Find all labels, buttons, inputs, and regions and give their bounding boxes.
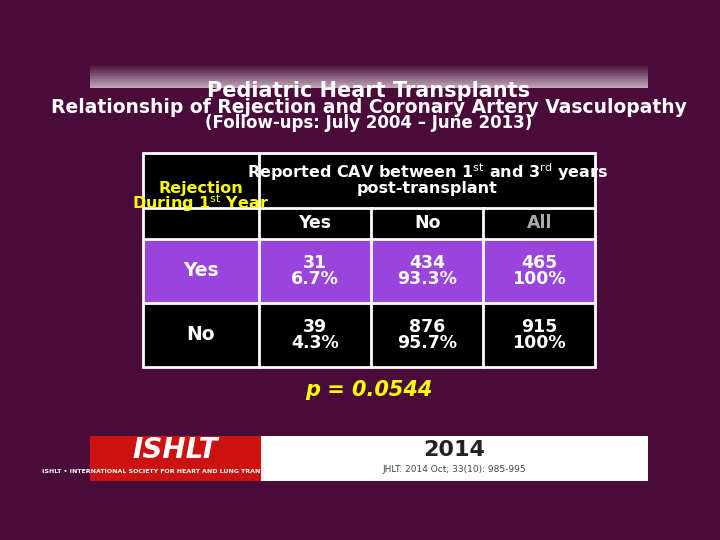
Bar (90, 85, 648, 86)
Bar (90, 83, 648, 84)
Bar (90, 80, 648, 81)
Text: 434: 434 (409, 254, 445, 272)
Text: 93.3%: 93.3% (397, 270, 457, 288)
Bar (90, 436, 261, 481)
Text: Relationship of Rejection and Coronary Artery Vasculopathy: Relationship of Rejection and Coronary A… (51, 98, 687, 117)
Bar (143, 239, 595, 303)
Bar (90, 75, 648, 76)
Bar (90, 71, 648, 72)
Bar (143, 153, 595, 239)
Bar (90, 81, 648, 82)
Text: 95.7%: 95.7% (397, 334, 457, 352)
Text: 465: 465 (521, 254, 557, 272)
Bar (90, 76, 648, 77)
Bar (90, 73, 648, 74)
Text: Pediatric Heart Transplants: Pediatric Heart Transplants (207, 81, 531, 101)
Text: During 1$^{\mathrm{st}}$ Year: During 1$^{\mathrm{st}}$ Year (132, 193, 269, 214)
Bar (90, 79, 648, 80)
Bar (90, 67, 648, 68)
Text: Rejection: Rejection (158, 180, 243, 195)
Bar (90, 72, 648, 73)
Text: Yes: Yes (299, 214, 332, 232)
Bar (90, 86, 648, 87)
Bar (90, 87, 648, 88)
Text: 39: 39 (303, 318, 327, 336)
Text: 100%: 100% (513, 270, 566, 288)
Bar (90, 82, 648, 83)
Text: JHLT. 2014 Oct; 33(10): 985-995: JHLT. 2014 Oct; 33(10): 985-995 (382, 465, 526, 474)
Bar (90, 70, 648, 71)
Text: (Follow-ups: July 2004 – June 2013): (Follow-ups: July 2004 – June 2013) (205, 113, 533, 132)
Text: Yes: Yes (183, 261, 219, 280)
Text: ISHLT: ISHLT (132, 436, 218, 464)
Text: No: No (414, 214, 441, 232)
Bar (90, 74, 648, 75)
Bar (90, 68, 648, 69)
Bar (90, 69, 648, 70)
Text: p = 0.0544: p = 0.0544 (305, 380, 433, 400)
Text: 6.7%: 6.7% (291, 270, 339, 288)
Text: 100%: 100% (513, 334, 566, 352)
Text: 2014: 2014 (423, 440, 485, 460)
Text: post-transplant: post-transplant (356, 180, 498, 195)
Bar (143, 153, 595, 367)
Bar (90, 78, 648, 79)
Bar (143, 303, 595, 367)
Text: 876: 876 (409, 318, 445, 336)
Bar (90, 84, 648, 85)
Bar (90, 65, 648, 66)
Bar (90, 77, 648, 78)
Text: 4.3%: 4.3% (291, 334, 339, 352)
Text: All: All (526, 214, 552, 232)
Text: 915: 915 (521, 318, 557, 336)
Text: ISHLT • INTERNATIONAL SOCIETY FOR HEART AND LUNG TRANSPLANTATION: ISHLT • INTERNATIONAL SOCIETY FOR HEART … (42, 469, 309, 474)
Text: No: No (186, 325, 215, 344)
Text: Reported CAV between 1$^{\mathrm{st}}$ and 3$^{\mathrm{rd}}$ years: Reported CAV between 1$^{\mathrm{st}}$ a… (247, 162, 608, 184)
Bar (90, 436, 648, 481)
Bar (90, 66, 648, 67)
Text: 31: 31 (303, 254, 327, 272)
